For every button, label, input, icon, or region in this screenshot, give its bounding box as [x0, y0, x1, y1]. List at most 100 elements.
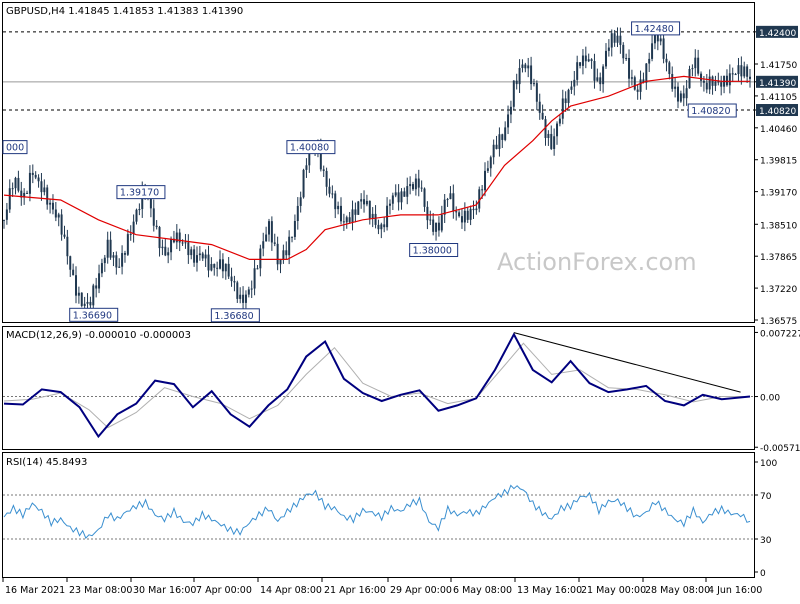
candle-body: [590, 59, 593, 61]
candle-body: [63, 234, 66, 237]
x-tick-label: 23 Mar 08:00: [69, 585, 132, 596]
candle-body: [573, 79, 576, 87]
candle-body: [535, 83, 538, 102]
candle-body: [443, 199, 446, 215]
candle-body: [495, 144, 498, 149]
x-tick-label: 4 Jun 16:00: [708, 585, 762, 596]
price-annotation-label: 1.36690: [73, 310, 112, 321]
candle-body: [596, 77, 599, 81]
macd-tick-label: -0.005714: [760, 444, 800, 454]
x-tick-label: 29 Apr 00:00: [390, 585, 452, 596]
candle-body: [302, 169, 305, 198]
candle-body: [49, 202, 52, 205]
candle-body: [671, 73, 674, 89]
candle-body: [75, 275, 78, 296]
candle-body: [412, 184, 415, 190]
x-tick-label: 6 May 08:00: [453, 585, 512, 596]
candle-body: [435, 222, 438, 232]
price-tick-label: 1.42400: [759, 29, 796, 39]
candle-body: [195, 255, 198, 263]
candle-body: [616, 35, 619, 43]
candle-body: [567, 89, 570, 104]
candle-body: [541, 112, 544, 120]
watermark: ActionForex.com: [497, 248, 697, 276]
price-annotation-box: [116, 185, 166, 200]
candle-body: [46, 187, 49, 205]
candle-body: [472, 208, 475, 211]
candle-body: [17, 177, 20, 191]
candle-body: [135, 209, 138, 222]
x-tick-label: 16 Mar 2021: [5, 585, 65, 596]
candle-body: [630, 77, 633, 79]
candle-body: [599, 77, 602, 85]
price-annotation-label: 1.42480: [635, 24, 674, 35]
candle-body: [463, 210, 466, 223]
candle-body: [92, 285, 95, 306]
candle-body: [530, 65, 533, 85]
candle-body: [112, 255, 115, 258]
candle-body: [204, 254, 207, 259]
candle-body: [354, 209, 357, 215]
candle-body: [328, 186, 331, 194]
candle-body: [518, 67, 521, 85]
rsi-tick-label: 0: [760, 569, 766, 579]
macd-panel: 0.007227 0.00 -0.005714: [3, 329, 800, 454]
price-annotation-label: 000: [6, 143, 24, 154]
candle-body: [674, 86, 677, 89]
candle-body: [532, 83, 535, 85]
candle-body: [95, 285, 98, 289]
price-annotation-box: [286, 140, 336, 155]
candle-body: [331, 193, 334, 195]
candle-body: [337, 205, 340, 210]
candle-body: [625, 57, 628, 59]
candle-body: [363, 199, 366, 205]
candle-body: [371, 213, 374, 219]
candle-body: [613, 33, 616, 43]
candle-body: [20, 190, 23, 198]
candle-body: [391, 195, 394, 204]
candle-body: [83, 303, 86, 306]
candle-body: [507, 114, 510, 128]
candle-body: [720, 82, 723, 87]
candle-body: [388, 203, 391, 206]
x-tick-label: 30 Mar 16:00: [133, 585, 196, 596]
candle-body: [152, 208, 155, 226]
candle-body: [725, 75, 728, 86]
candle-body: [342, 221, 345, 223]
candle-body: [553, 136, 556, 149]
candle-body: [178, 232, 181, 243]
candle-body: [34, 174, 37, 178]
candle-body: [77, 292, 80, 296]
price-annotation-box: [69, 307, 119, 322]
candle-body: [538, 101, 541, 113]
candle-body: [702, 80, 705, 83]
rsi-tick-label: 100: [760, 459, 777, 469]
x-tick-label: 7 Apr 00:00: [196, 585, 252, 596]
candle-body: [210, 264, 213, 271]
candle-body: [279, 260, 282, 265]
candle-body: [512, 80, 515, 107]
candle-body: [697, 57, 700, 74]
candle-body: [51, 202, 54, 210]
candle-body: [118, 266, 121, 268]
candle-body: [129, 233, 132, 235]
candle-body: [527, 65, 530, 69]
candle-body: [221, 259, 224, 272]
price-tick-label: 1.41750: [760, 61, 797, 71]
price-annotation-label: 1.36680: [214, 311, 253, 322]
candle-body: [109, 239, 112, 258]
candle-body: [656, 29, 659, 42]
candle-body: [227, 263, 230, 277]
candle-body: [98, 273, 101, 289]
candle-body: [155, 225, 158, 228]
candle-body: [233, 281, 236, 283]
price-header: GBPUSD,H4 1.41845 1.41853 1.41383 1.4139…: [6, 6, 243, 17]
candle-body: [746, 66, 749, 77]
macd-tick-label: 0.00: [760, 394, 780, 404]
candle-body: [239, 294, 242, 299]
candle-body: [89, 301, 92, 306]
candle-body: [429, 219, 432, 221]
candle-body: [714, 81, 717, 86]
candle-body: [172, 238, 175, 243]
candle-body: [69, 256, 72, 270]
